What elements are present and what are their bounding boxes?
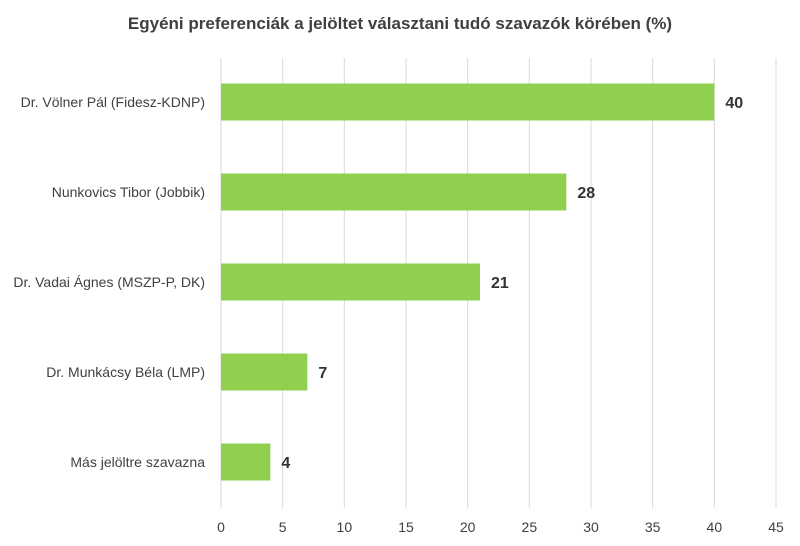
data-label-1: 28 (577, 185, 595, 202)
category-label-2: Dr. Vadai Ágnes (MSZP-P, DK) (13, 274, 205, 290)
x-tick-label-25: 25 (522, 519, 538, 535)
bar-1 (221, 173, 567, 211)
category-label-0: Dr. Völner Pál (Fidesz-KDNP) (21, 94, 205, 110)
data-label-4: 4 (281, 455, 290, 472)
category-label-3: Dr. Munkácsy Béla (LMP) (46, 364, 205, 380)
data-label-3: 7 (318, 365, 327, 382)
data-label-0: 40 (725, 95, 743, 112)
bar-3 (221, 353, 308, 391)
bar-2 (221, 263, 480, 301)
bars (221, 83, 715, 481)
x-tick-label-20: 20 (460, 519, 476, 535)
x-tick-label-0: 0 (217, 519, 225, 535)
category-label-4: Más jelöltre szavazna (70, 454, 205, 470)
x-tick-label-45: 45 (768, 519, 784, 535)
x-tick-label-30: 30 (583, 519, 599, 535)
labels: 0 5 10 15 20 25 30 35 40 45 Dr. Völner Pál (Fidesz… (13, 94, 784, 535)
bar-4 (221, 443, 271, 481)
x-tick-label-5: 5 (279, 519, 287, 535)
chart-title: Egyéni preferenciák a jelöltet választan… (127, 14, 673, 33)
category-label-1: Nunkovics Tibor (Jobbik) (52, 184, 205, 200)
x-tick-label-10: 10 (337, 519, 353, 535)
x-tick-label-40: 40 (707, 519, 723, 535)
data-label-2: 21 (491, 275, 509, 292)
x-tick-label-15: 15 (398, 519, 414, 535)
x-tick-label-35: 35 (645, 519, 661, 535)
bar-0 (221, 83, 715, 121)
